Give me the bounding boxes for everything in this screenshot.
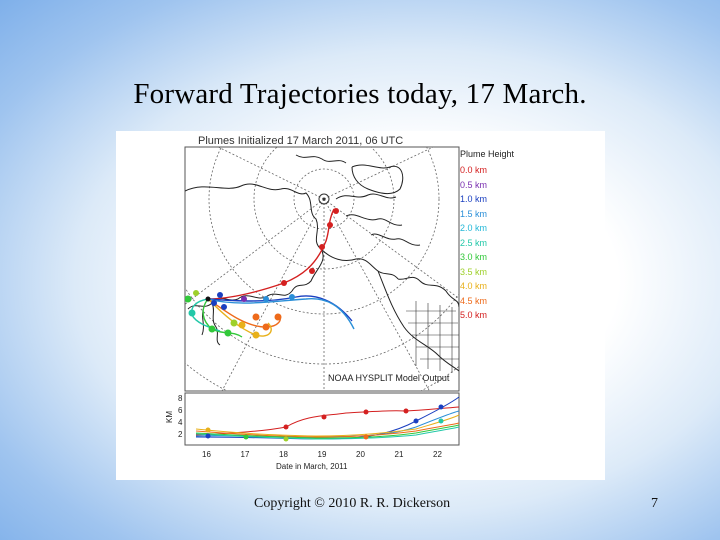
legend-label: 2.0 km: [460, 223, 488, 234]
model-output-label: NOAA HYSPLIT Model Output: [328, 373, 450, 383]
legend-item: 0.5 km: [460, 178, 580, 193]
legend-label: 1.5 km: [460, 208, 488, 219]
legend-title: Plume Height: [460, 149, 515, 159]
legend-item: 2.5 km: [460, 236, 580, 251]
slide-title: Forward Trajectories today, 17 March.: [133, 78, 587, 110]
legend-label: 3.5 km: [460, 266, 488, 277]
copyright-footer: Copyright © 2010 R. R. Dickerson: [254, 496, 451, 511]
legend-label: 4.0 km: [460, 281, 488, 292]
page-number: 7: [651, 496, 658, 511]
legend-item: 4.0 km: [460, 279, 580, 294]
legend: Plume Height 0.0 km 0.5 km 1.0 km 1.5 km 2.0…: [460, 149, 580, 323]
legend-item: 3.0 km: [460, 250, 580, 265]
hysplit-figure: Plumes Initialized 17 March 2011, 06 UTC: [116, 131, 605, 480]
figure-title: Plumes Initialized 17 March 2011, 06 UTC: [198, 135, 404, 147]
pole-marker-icon: [318, 193, 330, 205]
legend-item: 2.0 km: [460, 221, 580, 236]
legend-label: 1.0 km: [460, 194, 488, 205]
trajectory-map: NOAA HYSPLIT Model Output: [184, 146, 460, 392]
legend-item: 1.5 km: [460, 207, 580, 222]
legend-label: 4.5 km: [460, 295, 488, 306]
legend-item: 1.0 km: [460, 192, 580, 207]
legend-label: 0.5 km: [460, 179, 488, 190]
legend-label: 3.0 km: [460, 252, 488, 263]
legend-label: 0.0 km: [460, 165, 488, 176]
legend-label: 2.5 km: [460, 237, 488, 248]
legend-item: 3.5 km: [460, 265, 580, 280]
legend-item: 5.0 km: [460, 308, 580, 323]
legend-item: 0.0 km: [460, 163, 580, 178]
legend-item: 4.5 km: [460, 294, 580, 309]
legend-label: 5.0 km: [460, 310, 488, 321]
